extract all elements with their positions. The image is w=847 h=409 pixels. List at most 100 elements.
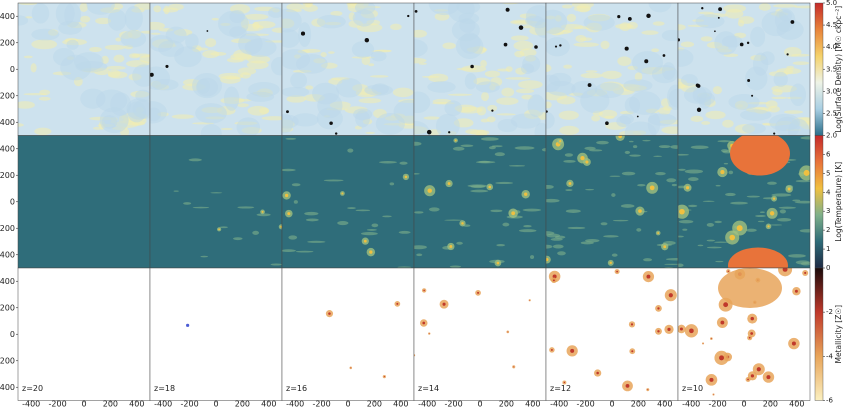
core: [596, 371, 599, 375]
filament: [305, 218, 319, 222]
filament: [488, 146, 496, 150]
void: [292, 113, 319, 127]
clump: [426, 129, 432, 135]
halo-core: [261, 210, 264, 213]
filament: [596, 140, 609, 145]
filament: [360, 231, 378, 236]
filament: [390, 23, 402, 31]
core: [442, 302, 446, 306]
filament: [398, 230, 411, 234]
filament: [680, 41, 695, 48]
filament: [481, 91, 489, 102]
filament: [261, 116, 282, 121]
clump: [646, 13, 651, 19]
filament: [501, 87, 515, 97]
panel: [413, 135, 547, 269]
void: [534, 122, 546, 136]
filament: [712, 86, 722, 95]
void: [282, 86, 310, 97]
colorbar-tick-label: 2.0: [826, 132, 837, 140]
filament: [392, 87, 414, 98]
filament: [447, 93, 473, 96]
filament: [80, 15, 91, 23]
filament: [389, 182, 395, 186]
filament: [609, 175, 621, 177]
core: [625, 384, 630, 388]
x-tick-label: -400: [550, 400, 568, 409]
filament: [624, 150, 631, 154]
void: [55, 3, 75, 26]
filament: [665, 257, 678, 261]
halo-core: [218, 228, 220, 231]
filament: [104, 44, 126, 51]
void: [236, 117, 260, 136]
filament: [565, 189, 573, 191]
filament: [484, 70, 501, 78]
filament: [541, 148, 546, 152]
void: [31, 3, 50, 24]
hot-bubble: [728, 247, 788, 268]
void: [525, 5, 546, 29]
filament: [576, 3, 591, 13]
filament: [505, 66, 513, 73]
filament: [480, 59, 487, 68]
field: [546, 135, 678, 268]
filament: [580, 72, 603, 79]
x-tick-label: 0: [609, 400, 614, 409]
filament: [370, 75, 389, 78]
clump: [150, 72, 154, 77]
filament: [636, 228, 642, 232]
filament: [563, 64, 573, 69]
void: [742, 123, 766, 134]
filament: [460, 144, 474, 147]
void: [681, 74, 698, 87]
filament: [769, 224, 783, 226]
filament: [714, 220, 722, 224]
clump: [605, 121, 609, 126]
halo-core: [496, 261, 500, 265]
colorbar-tick-label: 5: [826, 169, 830, 177]
filament: [666, 178, 677, 183]
filament: [92, 126, 103, 130]
filament: [779, 209, 787, 214]
halo-core: [447, 182, 451, 185]
filament: [220, 127, 233, 131]
filament: [552, 244, 564, 249]
filament: [23, 55, 33, 59]
filament: [603, 235, 619, 238]
field: [325, 301, 401, 379]
filament: [546, 184, 554, 189]
field: [678, 3, 810, 136]
void: [619, 113, 634, 125]
void: [354, 3, 376, 15]
filament: [496, 244, 506, 247]
enriched-bubble: [718, 268, 782, 308]
x-tick-label: 200: [763, 400, 778, 409]
filament: [486, 116, 496, 123]
filament: [515, 88, 535, 94]
filament: [715, 260, 724, 263]
filament: [237, 67, 257, 75]
clump: [503, 42, 508, 47]
clump: [717, 16, 720, 19]
clump: [546, 110, 548, 113]
filament: [792, 199, 801, 202]
void: [678, 48, 694, 67]
panel-image: [18, 268, 150, 401]
filament: [585, 70, 598, 73]
panel: [413, 2, 547, 136]
filament: [490, 209, 503, 213]
core: [748, 336, 751, 339]
filament: [140, 30, 150, 34]
panel: [545, 135, 679, 269]
filament: [591, 114, 601, 122]
void: [120, 30, 147, 48]
y-tick-label: 0: [10, 65, 15, 74]
filament: [758, 3, 771, 11]
halo-core: [488, 185, 492, 189]
void: [101, 115, 118, 129]
core: [702, 343, 704, 344]
colorbar-tick-label: 1: [826, 245, 830, 253]
x-tick-label: 400: [261, 400, 276, 409]
halo-core: [609, 261, 612, 265]
